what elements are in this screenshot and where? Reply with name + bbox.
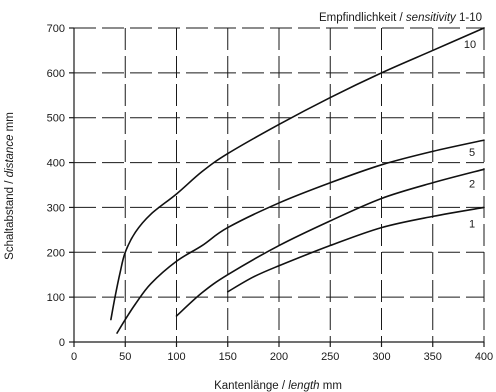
x-tick-label-50: 50: [119, 351, 131, 363]
curve-label-5: 5: [469, 147, 475, 159]
curve-label-10: 10: [464, 39, 476, 51]
text-layer: Empfindlichkeit / sensitivity 1-10 Kante…: [4, 12, 493, 392]
curve-sensitivity-2: [175, 168, 485, 317]
y-tick-label-700: 700: [47, 23, 65, 35]
x-tick-label-250: 250: [321, 351, 339, 363]
x-tick-label-300: 300: [372, 351, 390, 363]
curve-label-2: 2: [469, 178, 475, 190]
x-tick-label-350: 350: [424, 351, 442, 363]
x-tick-label-400: 400: [475, 351, 493, 363]
x-tick-label-150: 150: [219, 351, 237, 363]
y-tick-label-100: 100: [47, 292, 65, 304]
y-axis-title: Schaltabstand / distance mm: [4, 112, 16, 260]
x-tick-label-100: 100: [167, 351, 185, 363]
curve-layer: [110, 27, 485, 334]
grid-layer: [74, 27, 485, 342]
y-tick-label-600: 600: [47, 68, 65, 80]
y-tick-label-200: 200: [47, 247, 65, 259]
y-tick-label-300: 300: [47, 202, 65, 214]
curve-sensitivity-5: [116, 139, 485, 334]
curve-sensitivity-10: [110, 27, 485, 321]
axis-layer: [69, 27, 485, 347]
y-tick-label-500: 500: [47, 113, 65, 125]
x-tick-label-0: 0: [71, 351, 77, 363]
curve-sensitivity-1: [226, 206, 485, 293]
x-axis-title: Kantenlänge / length mm: [214, 380, 342, 392]
curve-label-1: 1: [469, 218, 475, 230]
y-tick-label-400: 400: [47, 158, 65, 170]
x-tick-label-200: 200: [270, 351, 288, 363]
y-tick-label-0: 0: [59, 337, 65, 349]
chart-title: Empfindlichkeit / sensitivity 1-10: [319, 12, 482, 24]
